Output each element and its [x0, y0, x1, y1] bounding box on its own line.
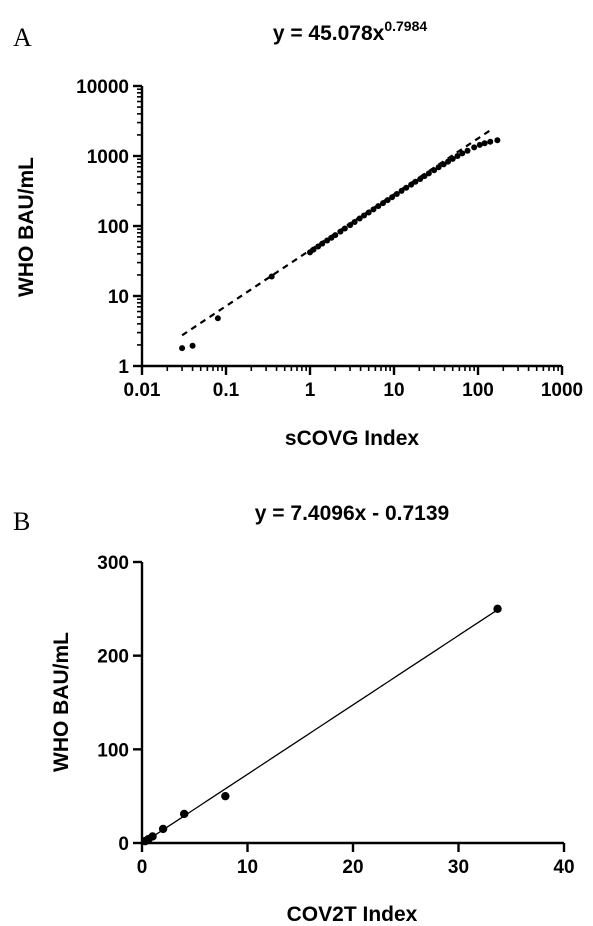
panel-a-data-point	[445, 158, 452, 165]
panel-b-xlabel: COV2T Index	[287, 903, 418, 926]
panel-a-data-point	[464, 147, 471, 154]
panel-b-xtick-label: 40	[553, 857, 574, 878]
panel-a-data-point	[365, 209, 372, 216]
panel-a-data-point	[370, 206, 377, 213]
panel-b-data-point	[158, 824, 168, 834]
panel-a-ylabel: WHO BAU/mL	[15, 157, 38, 297]
panel-b-ylabel: WHO BAU/mL	[50, 632, 73, 772]
panel-a-data-point	[341, 225, 348, 232]
panel-a-xlabel: sCOVG Index	[285, 427, 420, 450]
panel-b-xtick-label: 20	[342, 857, 363, 878]
panel-a-data-point	[310, 246, 317, 253]
panel-a-data-point	[403, 184, 410, 191]
panel-b-label: B	[13, 507, 30, 536]
panel-a-data-point	[384, 197, 391, 204]
panel-a-ytick-label: 10	[108, 287, 129, 308]
panel-b-data-point	[148, 832, 157, 841]
panel-a-data-point	[179, 345, 186, 352]
panel-b-fit	[142, 609, 498, 844]
panel-a-title: y = 45.078x0.7984	[273, 18, 428, 45]
panel-a: A y = 45.078x0.7984 WHO BAU/mL sCOVG Ind…	[13, 18, 583, 450]
panel-a-data-point	[214, 315, 221, 322]
panel-a-data-point	[393, 191, 400, 198]
panel-a-data-point	[324, 237, 331, 244]
panel-b-ticks: 0 10 20 30 40 0 100 200 300	[97, 553, 574, 878]
panel-a-data-point	[398, 187, 405, 194]
panel-a-ytick-label: 100	[97, 217, 129, 238]
panel-b-title: y = 7.4096x - 0.7139	[255, 502, 449, 525]
panel-a-xtick-label: 0.01	[124, 380, 161, 401]
panel-b-axes	[140, 562, 564, 845]
panel-a-data-point	[189, 342, 196, 349]
panel-a-data-point	[476, 141, 483, 148]
panel-a-label: A	[13, 23, 32, 52]
panel-b-data-point	[221, 791, 230, 801]
panel-a-data-point	[425, 170, 432, 177]
panel-a-data-point	[449, 155, 456, 162]
panel-a-data-point	[494, 137, 501, 144]
panel-a-data-point	[361, 212, 368, 219]
panel-a-data-point	[347, 222, 354, 229]
panel-a-data-point	[389, 194, 396, 201]
panel-a-data-point	[459, 150, 466, 157]
panel-a-ytick-label: 10000	[76, 77, 129, 98]
panel-b-fit-line	[142, 609, 498, 844]
panel-b-data-point	[180, 809, 189, 819]
panel-a-xtick-label: 1000	[541, 380, 583, 401]
panel-a-data-point	[351, 219, 358, 226]
panel-b-ytick-label: 100	[97, 740, 129, 761]
panel-a-data-point	[454, 153, 461, 159]
panel-a-data-point	[431, 167, 438, 174]
panel-a-data-point	[375, 203, 382, 210]
panel-a-data-point	[440, 161, 447, 168]
panel-a-data-point	[319, 240, 326, 247]
panel-a-ytick-label: 1	[118, 357, 129, 378]
panel-a-data-point	[332, 232, 339, 239]
panel-a-data-point	[268, 273, 275, 280]
panel-a-points	[179, 137, 501, 352]
panel-b-ytick-label: 200	[97, 647, 129, 668]
panel-a-axes	[140, 86, 562, 368]
panel-a-data-point	[421, 173, 428, 180]
panel-b-data-point	[493, 604, 502, 614]
panel-b-ytick-label: 300	[97, 553, 129, 574]
panel-b-xtick-label: 10	[237, 857, 258, 878]
panel-a-data-point	[471, 144, 478, 151]
panel-a-data-point	[487, 138, 494, 145]
panel-a-xtick-label: 1	[305, 380, 316, 401]
panel-a-ytick-label: 1000	[87, 147, 129, 168]
panel-a-data-point	[356, 215, 363, 222]
panel-a-xtick-label: 0.1	[213, 380, 240, 401]
panel-a-xtick-label: 10	[383, 380, 404, 401]
panel-a-xtick-label: 100	[462, 380, 494, 401]
panel-b-xtick-label: 0	[137, 857, 148, 878]
panel-b-xtick-label: 30	[448, 857, 469, 878]
panel-a-data-point	[337, 228, 344, 235]
panel-a-data-point	[380, 200, 387, 207]
panel-a-data-point	[412, 178, 419, 185]
panel-a-data-point	[408, 181, 415, 188]
panel-b-ytick-label: 0	[118, 834, 129, 855]
panel-a-data-point	[435, 164, 442, 171]
panel-a-data-point	[481, 140, 488, 147]
panel-b: B y = 7.4096x - 0.7139 WHO BAU/mL COV2T …	[13, 502, 575, 926]
